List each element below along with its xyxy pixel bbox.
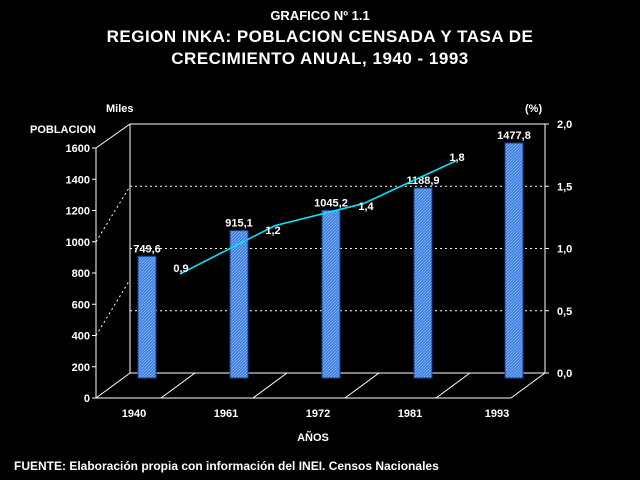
left-units-label: Miles	[106, 103, 134, 115]
bar-1972	[321, 209, 341, 379]
chart-title-line-3: CRECIMIENTO ANUAL, 1940 - 1993	[171, 49, 469, 68]
x-axis-tick-label: 1961	[214, 408, 238, 420]
right-axis-tick-label: 1,5	[557, 181, 572, 193]
gridlines	[95, 185, 545, 336]
floor-right-edge	[510, 372, 546, 399]
x-axis-label: AÑOS	[297, 431, 329, 444]
floor-divider	[435, 372, 471, 399]
growth-rate-label: 1,4	[358, 201, 374, 213]
floor-divider	[344, 372, 380, 399]
chart-title-line-1: GRAFICO Nº 1.1	[270, 8, 370, 23]
left-axis-tick-label: 600	[72, 299, 90, 311]
bar-1961	[229, 230, 249, 379]
right-axis-tick-label: 1,0	[557, 244, 572, 256]
bar-value-label: 915,1	[225, 218, 253, 230]
growth-rate-label: 1,8	[449, 152, 464, 164]
left-axis: 0 200 400 600 800 1000 1200 1400 1600	[66, 143, 96, 405]
gridline-depth	[95, 279, 131, 336]
chart-frame	[95, 123, 546, 399]
x-axis-tick-label: 1972	[306, 408, 330, 420]
x-axis-tick-label: 1981	[398, 408, 422, 420]
left-axis-tick-label: 800	[72, 268, 90, 280]
right-units-label: (%)	[525, 103, 542, 115]
right-axis-tick-label: 0,0	[557, 368, 572, 380]
right-axis-tick-label: 2,0	[557, 119, 572, 131]
left-axis-tick-label: 1000	[66, 237, 90, 249]
left-axis-tick-label: 1600	[66, 143, 90, 155]
growth-rate-line: 0,9 1,2 1,4 1,8	[173, 152, 464, 275]
floor-divider	[160, 372, 196, 399]
x-axis-tick-label: 1940	[122, 408, 146, 420]
growth-rate-label: 1,2	[265, 225, 280, 237]
x-axis: 1940 1961 1972 1981 1993	[122, 408, 509, 420]
right-axis-tick-label: 0,5	[557, 306, 572, 318]
left-axis-tick-label: 0	[84, 393, 90, 405]
bar-series: 749,6 915,1 1045,2 1188,9 1477,8	[133, 130, 531, 379]
chart-title-line-2: REGION INKA: POBLACION CENSADA Y TASA DE	[106, 27, 534, 46]
growth-rate-label: 0,9	[173, 263, 188, 275]
left-axis-tick-label: 1200	[66, 206, 90, 218]
floor-left-edge	[95, 372, 131, 399]
x-axis-tick-label: 1993	[485, 408, 509, 420]
bar-1940	[137, 255, 157, 379]
y-axis-label: POBLACION	[30, 124, 96, 136]
bar-1993	[504, 142, 524, 379]
right-axis: 0,0 0,5 1,0 1,5 2,0	[545, 119, 572, 380]
source-note: FUENTE: Elaboración propia con informaci…	[14, 459, 439, 473]
bar-value-label: 1477,8	[497, 130, 531, 142]
left-axis-tick-label: 1400	[66, 174, 90, 186]
left-axis-tick-label: 400	[72, 331, 90, 343]
bar-value-label: 1045,2	[314, 197, 348, 209]
growth-rate-path	[179, 160, 457, 275]
left-axis-tick-label: 200	[72, 362, 90, 374]
floor-divider	[252, 372, 288, 399]
gridline-depth	[95, 185, 131, 243]
bar-value-label: 1188,9	[406, 175, 439, 187]
top-left-depth-edge	[95, 123, 131, 149]
bar-value-label: 749,6	[133, 243, 161, 255]
bar-1981	[413, 187, 433, 379]
